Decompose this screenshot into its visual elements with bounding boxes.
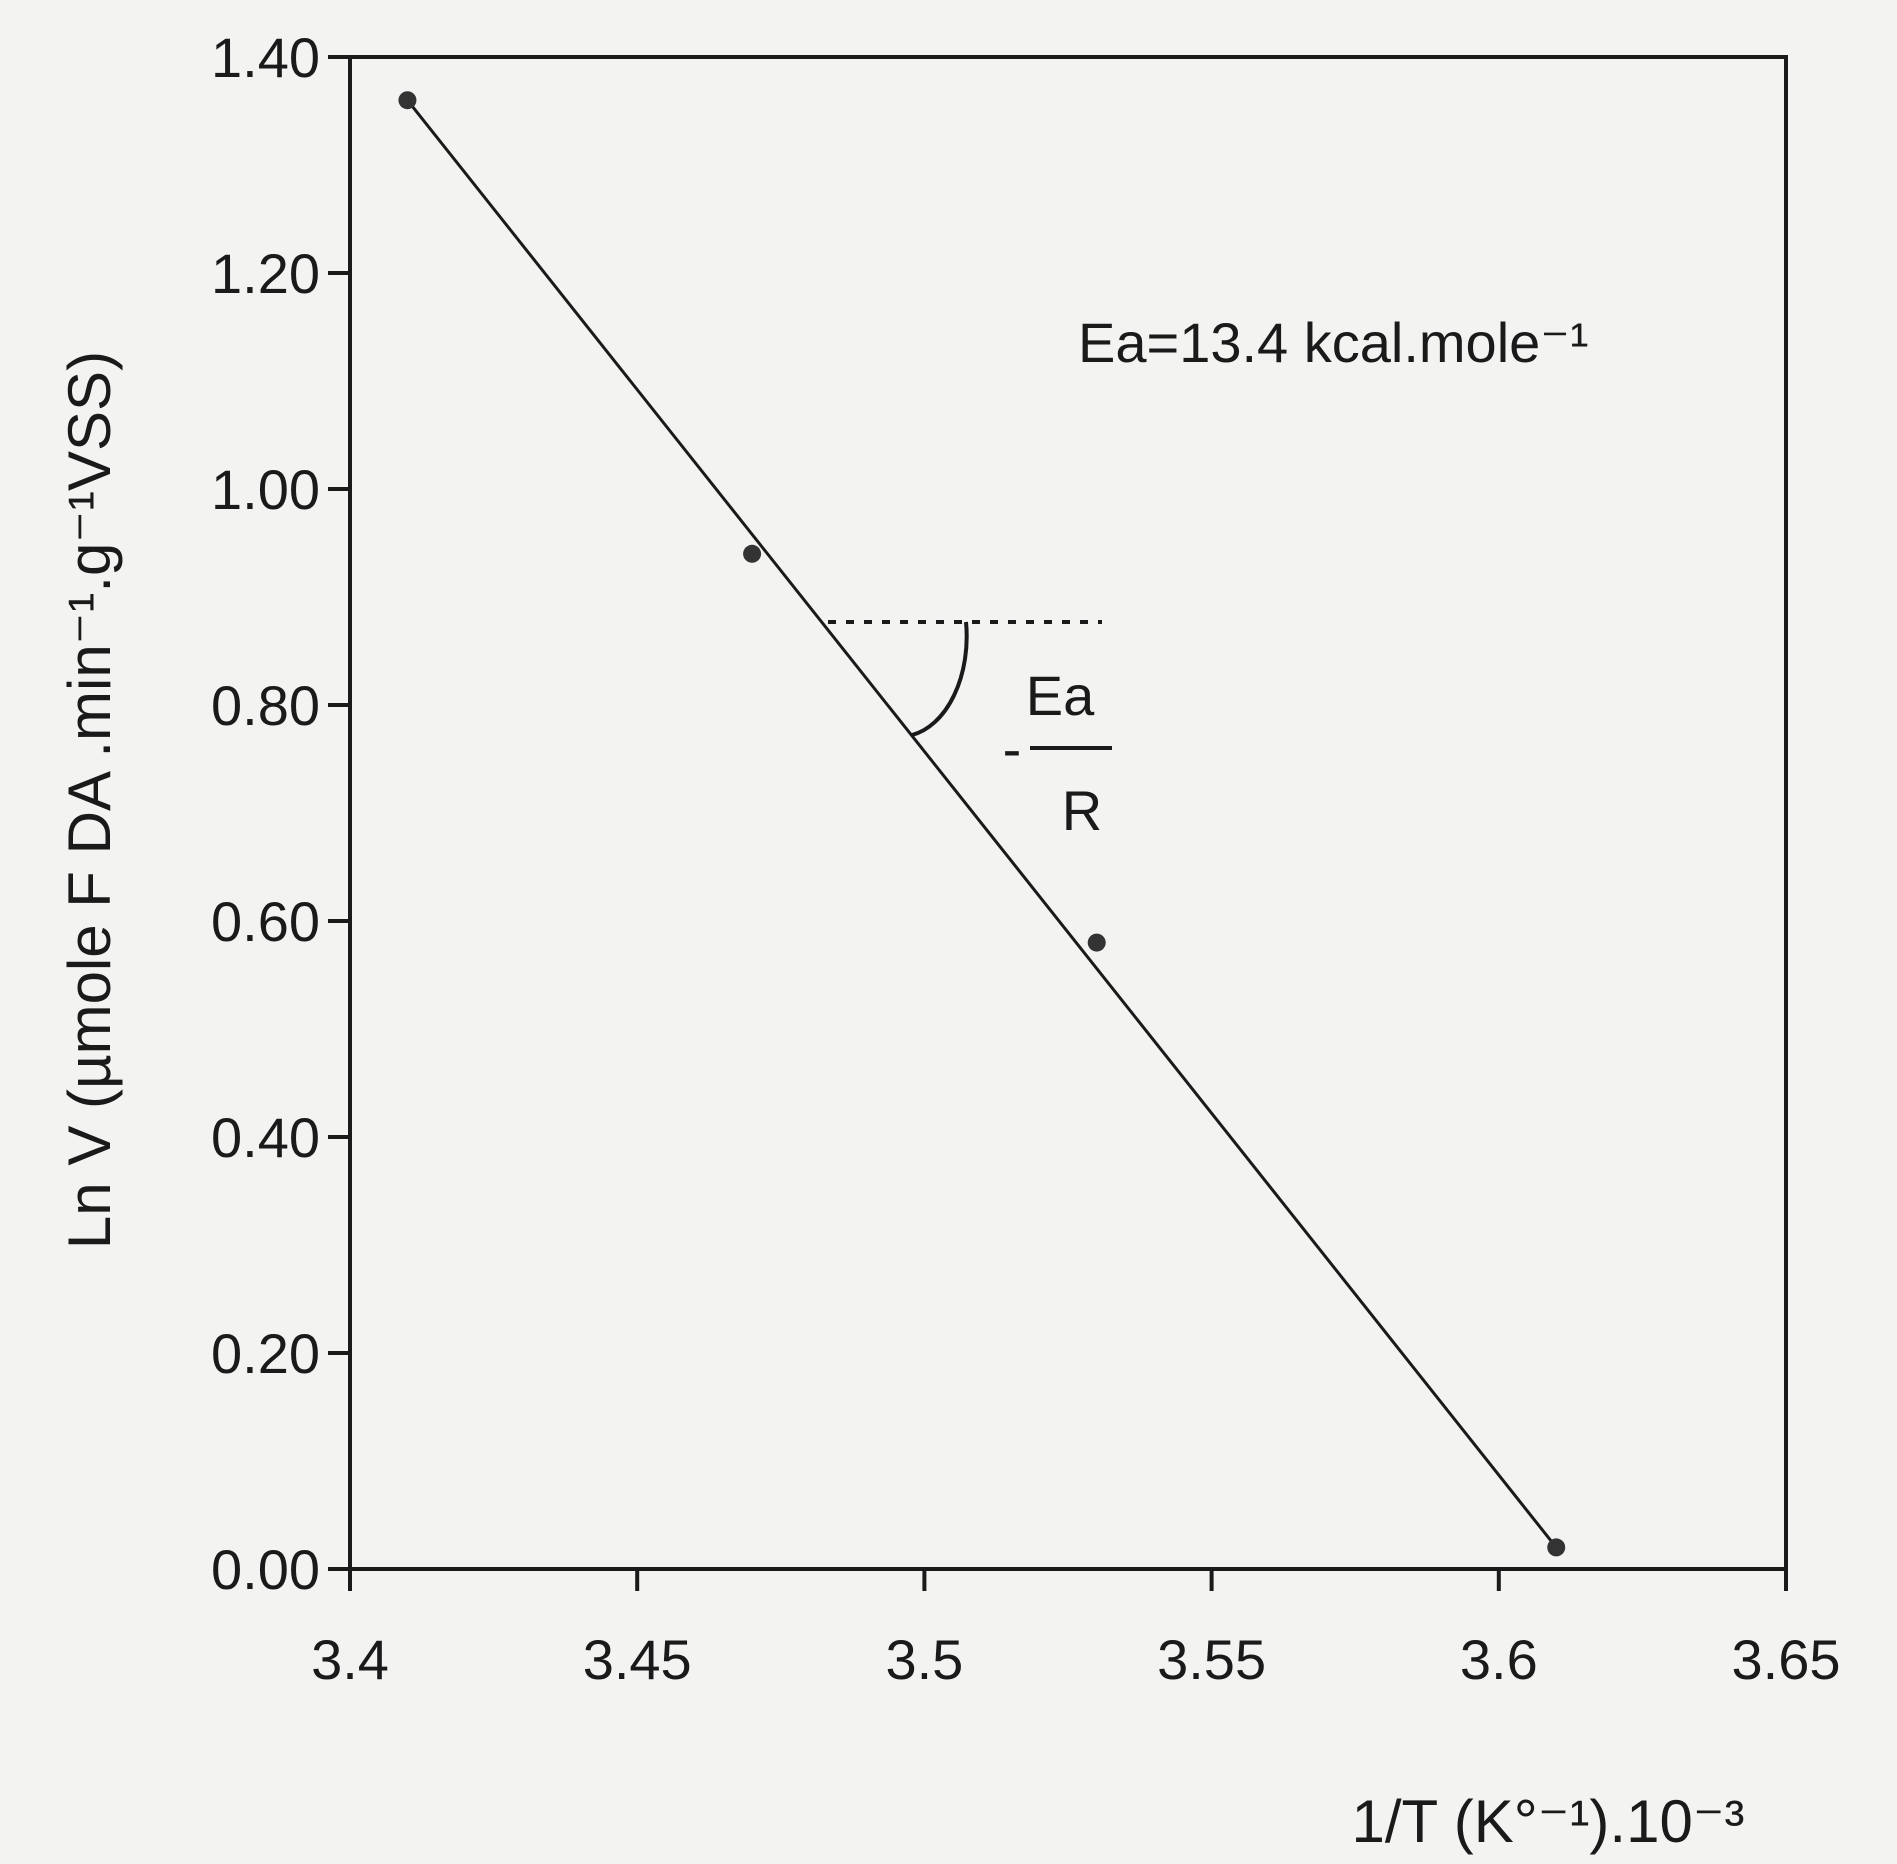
slope-numerator: Ea xyxy=(1026,664,1095,727)
x-tick-label: 3.4 xyxy=(311,1628,389,1691)
fit-line-group xyxy=(406,99,1558,1549)
x-axis-ticks xyxy=(348,1569,1788,1591)
data-point xyxy=(743,544,762,563)
x-tick-label: 3.45 xyxy=(583,1628,692,1691)
plot-frame xyxy=(348,55,1788,1571)
data-point xyxy=(1547,1538,1566,1557)
x-tick-label: 3.5 xyxy=(885,1628,963,1691)
x-tick-label: 3.6 xyxy=(1460,1628,1538,1691)
y-tick-label: 1.20 xyxy=(211,242,320,305)
y-tick-label: 1.40 xyxy=(211,26,320,89)
y-tick-label: 0.40 xyxy=(211,1106,320,1169)
slope-angle-arc xyxy=(911,621,969,737)
x-axis-title: 1/T (K°⁻¹).10⁻³ xyxy=(1352,1788,1745,1855)
slope-annotation: Ea - R xyxy=(828,620,1112,842)
data-point xyxy=(1087,933,1106,952)
y-axis-ticks xyxy=(328,55,350,1571)
data-point xyxy=(398,91,417,110)
y-axis-tick-labels: 0.00 0.20 0.40 0.60 0.80 1.00 1.20 1.40 xyxy=(211,26,320,1601)
y-tick-label: 0.20 xyxy=(211,1322,320,1385)
y-tick-label: 0.80 xyxy=(211,674,320,737)
slope-sign: - xyxy=(1003,717,1022,780)
y-tick-label: 1.00 xyxy=(211,458,320,521)
data-points xyxy=(398,91,1566,1557)
y-axis-title: Ln V (µmole F DA .min⁻¹.g⁻¹VSS) xyxy=(56,351,123,1249)
x-tick-label: 3.65 xyxy=(1732,1628,1841,1691)
y-tick-label: 0.60 xyxy=(211,890,320,953)
x-tick-label: 3.55 xyxy=(1157,1628,1266,1691)
x-axis-tick-labels: 3.4 3.45 3.5 3.55 3.6 3.65 xyxy=(311,1628,1840,1691)
slope-denominator: R xyxy=(1062,779,1102,842)
y-tick-label: 0.00 xyxy=(211,1538,320,1601)
fit-line xyxy=(406,99,1558,1549)
activation-energy-label: Ea=13.4 kcal.mole⁻¹ xyxy=(1078,311,1588,374)
